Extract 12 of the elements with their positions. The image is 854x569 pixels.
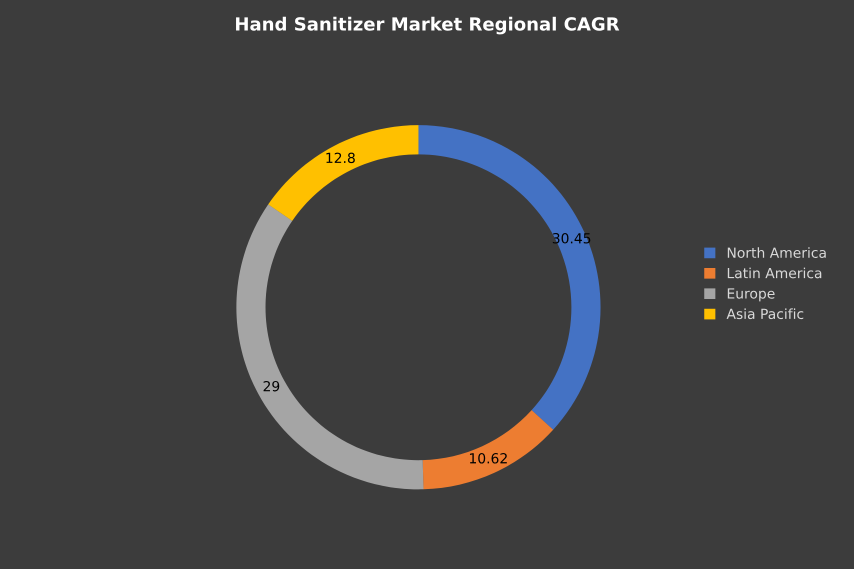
donut-slice <box>268 125 418 221</box>
data-label: 29 <box>264 380 280 392</box>
data-label: 12.8 <box>326 152 355 164</box>
legend-label: North America <box>728 247 826 258</box>
legend-label: Europe <box>728 288 775 302</box>
legend-label: Latin America <box>728 268 822 278</box>
donut-slice <box>418 125 601 430</box>
donut-slice <box>422 410 554 490</box>
legend-label: Asia Pacific <box>726 308 804 320</box>
data-label: 10.62 <box>470 453 507 464</box>
donut-slice <box>236 204 424 490</box>
chart-title: Hand Sanitizer Market Regional CAGR <box>236 16 620 34</box>
